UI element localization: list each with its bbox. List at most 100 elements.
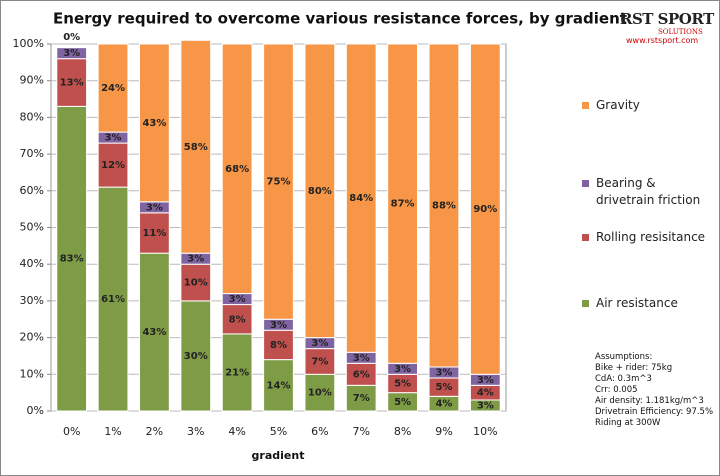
legend-entry: Bearing & drivetrain friction bbox=[596, 176, 701, 207]
bar-segment bbox=[97, 142, 129, 188]
y-tick-label: 40% bbox=[20, 257, 44, 270]
data-label: 24% bbox=[101, 83, 125, 94]
data-label: 21% bbox=[225, 367, 249, 378]
bar-segment bbox=[428, 43, 460, 368]
data-label: 90% bbox=[473, 204, 497, 215]
bar-segment bbox=[345, 384, 377, 412]
data-label: 3% bbox=[270, 320, 287, 331]
bar-segment bbox=[56, 105, 88, 412]
data-label: 7% bbox=[353, 393, 370, 404]
bar-segment bbox=[180, 39, 212, 254]
x-axis-label: gradient bbox=[252, 449, 305, 462]
legend-swatch bbox=[582, 180, 589, 187]
bar-segment bbox=[387, 43, 418, 364]
data-label: 80% bbox=[308, 186, 332, 197]
assumption-line: Bike + rider: 75kg bbox=[595, 363, 673, 373]
bar-segment bbox=[180, 263, 212, 302]
data-label: 87% bbox=[391, 199, 415, 210]
assumption-line: Drivetrain Efficiency: 97.5% bbox=[595, 407, 714, 417]
data-label: 83% bbox=[60, 254, 84, 265]
legend-swatch bbox=[582, 300, 589, 307]
y-tick-label: 20% bbox=[20, 331, 44, 344]
data-label: 6% bbox=[353, 369, 370, 380]
y-tick-label: 10% bbox=[20, 367, 44, 380]
y-tick-label: 70% bbox=[20, 147, 44, 160]
data-label: 11% bbox=[142, 228, 166, 239]
y-tick-label: 50% bbox=[20, 221, 44, 234]
data-label: 4% bbox=[435, 399, 452, 410]
y-tick-label: 90% bbox=[20, 74, 44, 87]
bar-segment bbox=[56, 47, 88, 60]
data-label: 3% bbox=[105, 133, 122, 144]
chart-title: Energy required to overcome various resi… bbox=[53, 10, 627, 28]
x-tick-label: 1% bbox=[104, 425, 121, 438]
bar-segment bbox=[304, 43, 336, 339]
y-tick-label: 80% bbox=[20, 110, 44, 123]
x-tick-label: 6% bbox=[311, 425, 328, 438]
assumption-line: Air density: 1.181kg/m^3 bbox=[595, 396, 704, 406]
bar-segment bbox=[345, 43, 377, 353]
data-label: 5% bbox=[435, 382, 452, 393]
data-label: 84% bbox=[349, 193, 373, 204]
x-tick-label: 9% bbox=[435, 425, 452, 438]
assumption-line: Riding at 300W bbox=[595, 418, 661, 428]
bar-segment bbox=[180, 300, 212, 412]
x-tick-label: 10% bbox=[473, 425, 497, 438]
data-label: 3% bbox=[394, 364, 411, 375]
legend-entry: Gravity bbox=[596, 98, 640, 112]
y-tick-label: 60% bbox=[20, 184, 44, 197]
data-label: 3% bbox=[311, 338, 328, 349]
x-tick-label: 2% bbox=[146, 425, 163, 438]
data-label: 13% bbox=[60, 78, 84, 89]
data-label: 43% bbox=[142, 327, 166, 338]
logo-tagline: SOLUTIONS bbox=[658, 28, 703, 36]
x-tick-label: 5% bbox=[270, 425, 287, 438]
data-label: 8% bbox=[229, 314, 246, 325]
data-label: 68% bbox=[225, 164, 249, 175]
data-label: 30% bbox=[184, 351, 208, 362]
data-label: 8% bbox=[270, 340, 287, 351]
bar-segment bbox=[263, 43, 294, 320]
logo-url: www.rstsport.com bbox=[626, 36, 699, 45]
data-label: 4% bbox=[477, 388, 494, 399]
x-tick-label: 3% bbox=[187, 425, 204, 438]
data-label: 5% bbox=[394, 397, 411, 408]
x-tick-label: 0% bbox=[63, 425, 80, 438]
logo-name: RST SPORT bbox=[620, 10, 714, 28]
legend-entry: Air resistance bbox=[596, 296, 678, 310]
x-tick-label: 7% bbox=[353, 425, 370, 438]
bar-segment bbox=[304, 373, 336, 412]
legend-entry: Rolling resisitance bbox=[596, 230, 706, 244]
data-label: 3% bbox=[146, 202, 163, 213]
x-tick-label: 4% bbox=[228, 425, 245, 438]
bar-segment bbox=[97, 43, 129, 133]
data-label: 10% bbox=[308, 388, 332, 399]
data-label: 12% bbox=[101, 160, 125, 171]
assumption-line: Assumptions: bbox=[595, 352, 653, 362]
bar-segment bbox=[221, 43, 253, 295]
data-label: 58% bbox=[184, 142, 208, 153]
bar-segment bbox=[56, 58, 88, 107]
data-label: 3% bbox=[477, 400, 494, 411]
data-label: 43% bbox=[142, 118, 166, 129]
data-label: 75% bbox=[267, 177, 291, 188]
data-label: 10% bbox=[184, 278, 208, 289]
y-tick-label: 30% bbox=[20, 294, 44, 307]
data-label: 0% bbox=[63, 32, 80, 43]
data-label: 3% bbox=[477, 375, 494, 386]
data-label: 14% bbox=[267, 380, 291, 391]
data-label: 61% bbox=[101, 294, 125, 305]
bar-segment bbox=[263, 329, 294, 361]
y-tick-label: 100% bbox=[13, 37, 44, 50]
data-label: 7% bbox=[311, 356, 328, 367]
assumption-line: Crr: 0.005 bbox=[595, 385, 638, 395]
data-label: 3% bbox=[353, 353, 370, 364]
bar-segment bbox=[221, 304, 253, 335]
data-label: 3% bbox=[63, 48, 80, 59]
legend-swatch bbox=[582, 234, 589, 241]
data-label: 3% bbox=[229, 294, 246, 305]
assumptions: Assumptions: Bike + rider: 75kg CdA: 0.3m^… bbox=[595, 352, 713, 429]
bar-segment bbox=[469, 43, 501, 375]
